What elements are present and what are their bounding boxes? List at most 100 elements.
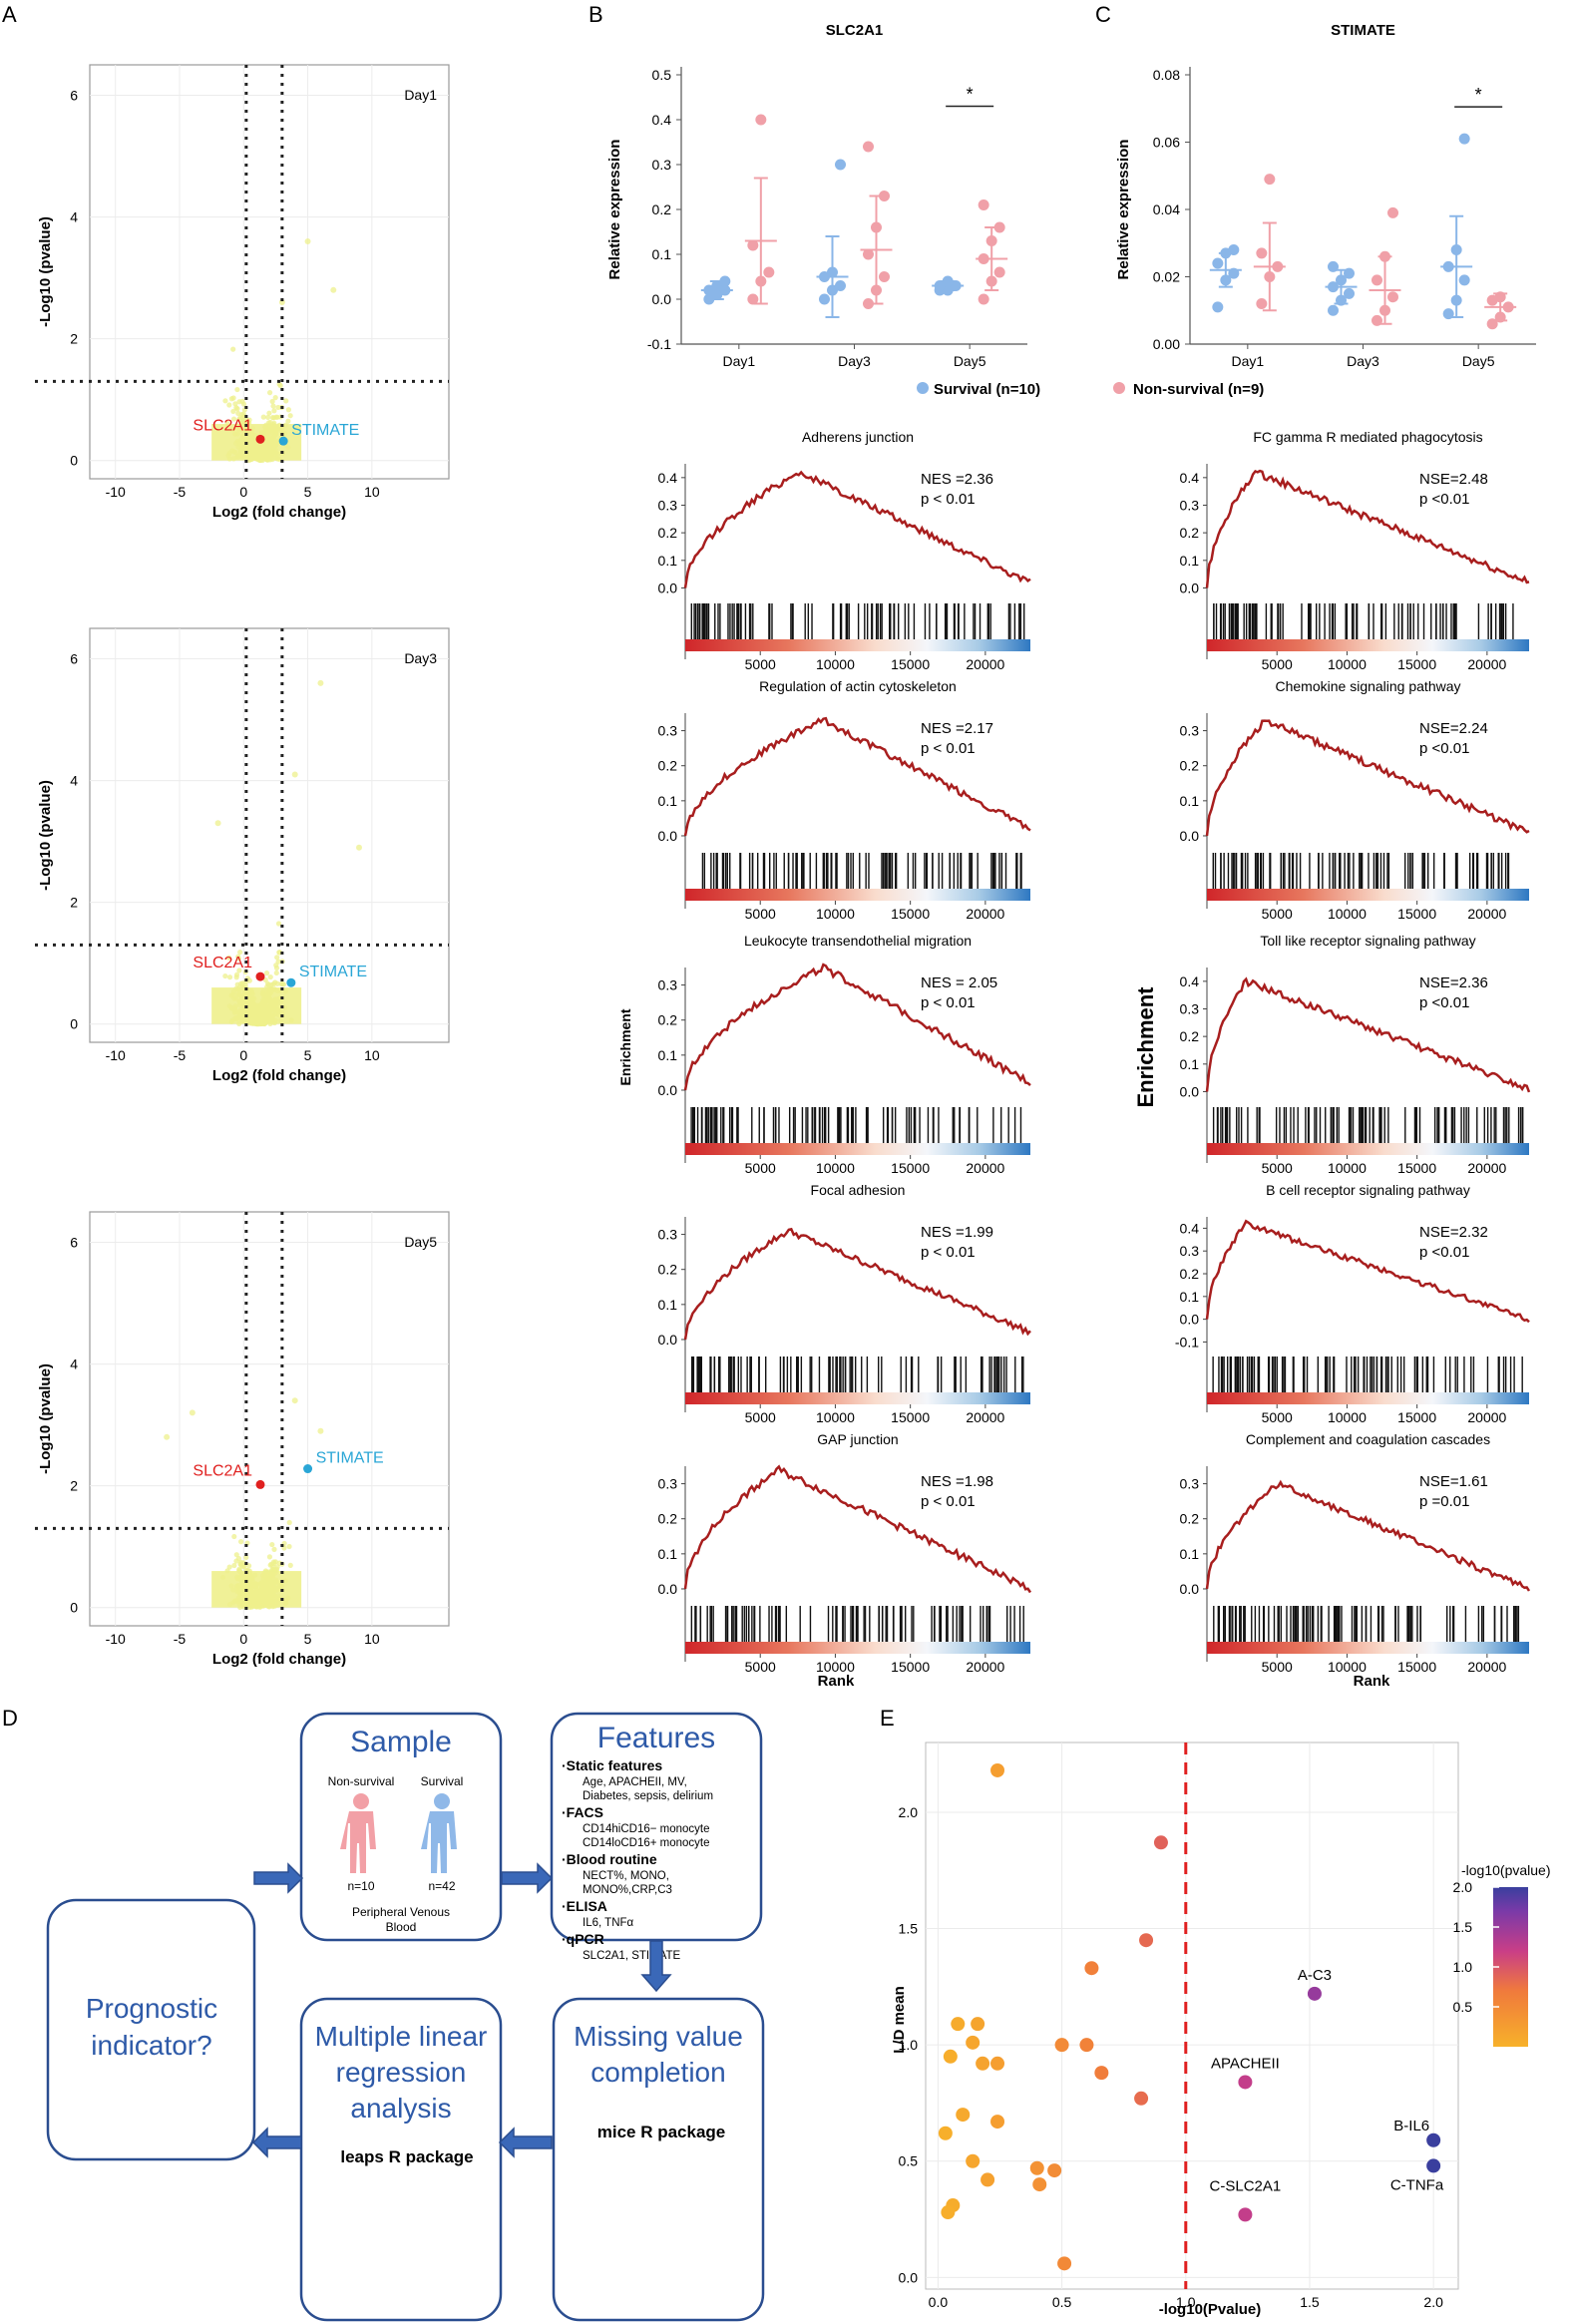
gsea-plot: Chemokine signaling pathway 0.0 0.1 0.2 0.3 N…: [1180, 678, 1530, 922]
expr-title: SLC2A1: [826, 22, 884, 39]
volcano-plot-2: SLC2A1 STIMATE Day3 -10 -5 0 5 10 0 2 4 6 Log2 (fold…: [35, 627, 450, 1084]
volcano-point: [226, 974, 233, 980]
e-point: [1084, 1961, 1099, 1976]
enrichment-curve: [683, 470, 1031, 588]
arrow-to-features: [501, 1862, 554, 1894]
expr-point: [747, 293, 759, 305]
legend-nonsurvival-dot: [1113, 382, 1125, 394]
e-colorbar-tick: 0.5: [1453, 1999, 1473, 2015]
gsea-pvalue: p <0.01: [1419, 994, 1469, 1011]
volcano-point: [280, 981, 287, 987]
expr-point: [871, 221, 882, 233]
gsea-nes: NES =2.17: [921, 720, 993, 737]
gene-hit-marks: [690, 1107, 1022, 1143]
volcano-y-tick: 6: [70, 651, 78, 667]
volcano-point: [242, 981, 248, 988]
expr-y-tick: 0.02: [1153, 269, 1180, 285]
volcano-xlabel: Log2 (fold change): [212, 1651, 346, 1668]
e-point-label: C-TNFa: [1390, 2176, 1444, 2193]
gsea-y-tick: 0.4: [658, 470, 678, 486]
expr-point: [819, 293, 830, 305]
e-colorbar: -log10(pvalue) 0.5 1.0 1.5 2.0: [1453, 1862, 1551, 2047]
slc2a1-label: SLC2A1: [193, 955, 252, 971]
gsea-y-tick: 0.0: [1180, 1581, 1200, 1597]
gsea-pvalue: p =0.01: [1419, 1493, 1469, 1510]
e-point: [943, 2049, 958, 2064]
expr-point: [950, 280, 962, 291]
volcano-point: [222, 398, 228, 404]
volcano-x-tick: 5: [304, 1631, 312, 1647]
gsea-x-tick: 20000: [966, 656, 1004, 672]
volcano-point: [266, 390, 273, 396]
gsea-x-tick: 15000: [891, 906, 930, 922]
enrichment-curve: [1205, 1479, 1531, 1592]
volcano-outlier-point: [330, 286, 337, 293]
expr-point: [934, 280, 946, 291]
feature-line: CD14hiCD16− monocyte: [583, 1823, 710, 1835]
gsea-y-tick: 0.0: [658, 1581, 678, 1597]
expr-point: [985, 235, 997, 246]
volcano-y-tick: 4: [70, 773, 78, 789]
volcano-point: [246, 977, 252, 983]
expr-point: [879, 191, 890, 201]
gsea-x-tick: 10000: [816, 1409, 855, 1425]
e-y-tick: 1.5: [899, 1921, 919, 1937]
volcano-point: [235, 410, 241, 417]
gsea-plot: B cell receptor signaling pathway -0.1 0.0…: [1175, 1182, 1530, 1425]
gsea-pvalue: p < 0.01: [921, 994, 976, 1011]
volcano-panels: SLC2A1 STIMATE Day1 -10 -5 0 5 10 0 2 4 6 Log2 (fold…: [35, 64, 450, 1668]
gsea-y-tick: 0.0: [1180, 1083, 1200, 1099]
expr-y-tick: 0.06: [1153, 135, 1180, 151]
expr-point: [1264, 174, 1276, 186]
volcano-outlier-point: [291, 1397, 298, 1404]
legend-nonsurvival: Non-survival (n=9): [1133, 381, 1264, 398]
e-point-label: APACHEII: [1211, 2055, 1280, 2072]
gsea-y-tick: 0.1: [658, 1297, 678, 1313]
gsea-pvalue: p < 0.01: [921, 491, 976, 508]
gsea-y-tick: 0.2: [1180, 1266, 1200, 1282]
volcano-point: [271, 408, 277, 414]
gsea-x-tick: 5000: [745, 1659, 776, 1675]
expr-point: [1328, 281, 1339, 293]
gsea-plot: Leukocyte transendothelial migration 0.0 0…: [658, 933, 1031, 1176]
volcano-x-tick: 5: [304, 484, 312, 500]
gene-hit-marks: [1212, 853, 1510, 889]
volcano-point: [287, 1562, 293, 1568]
volcano-point: [286, 1519, 292, 1526]
panel-letter-a: A: [2, 2, 17, 27]
volcano-point: [263, 970, 270, 976]
volcano-y-tick: 4: [70, 209, 78, 225]
volcano-ylabel: -Log10 (pvalue): [37, 1363, 54, 1474]
gsea-plot: Adherens junction 0.0 0.1 0.2 0.3 0.4 NES =2.3…: [658, 429, 1031, 672]
rank-heatmap: [685, 639, 1030, 651]
gsea-x-tick: 15000: [891, 1160, 930, 1176]
volcano-point: [266, 1554, 273, 1560]
expr-point: [1336, 294, 1347, 306]
volcano-x-tick: -10: [106, 1047, 126, 1063]
stimate-label: STIMATE: [299, 964, 367, 980]
enrichment-curve: [1205, 976, 1531, 1093]
volcano-point: [230, 346, 236, 352]
gsea-y-tick: 0.1: [658, 1047, 678, 1063]
feature-line: Diabetes, sepsis, delirium: [583, 1790, 713, 1802]
gsea-y-tick: 0.3: [658, 497, 678, 513]
e-colorbar-tick: 1.5: [1453, 1919, 1473, 1935]
feature-line: SLC2A1, STIMATE: [583, 1950, 681, 1962]
e-point: [1057, 2256, 1072, 2271]
gsea-column-b: Adherens junction 0.0 0.1 0.2 0.3 0.4 NES =2.3…: [658, 429, 1032, 1675]
gsea-x-tick: 5000: [745, 906, 776, 922]
enrichment-curve: [683, 963, 1031, 1091]
volcano-point: [237, 950, 243, 956]
gsea-y-tick: 0.4: [1180, 470, 1200, 486]
panel-letter-b: B: [588, 2, 603, 27]
volcano-day-label: Day1: [404, 87, 437, 103]
gsea-x-tick: 20000: [1467, 656, 1506, 672]
feature-group-head: ·Static features: [562, 1757, 662, 1773]
gsea-x-tick: 10000: [1328, 656, 1367, 672]
e-point-label: C-SLC2A1: [1210, 2177, 1282, 2194]
rank-heatmap: [685, 889, 1030, 901]
e-point: [990, 1762, 1005, 1777]
gsea-pvalue: p <0.01: [1419, 1244, 1469, 1261]
volcano-y-tick: 6: [70, 88, 78, 104]
volcano-xlabel: Log2 (fold change): [212, 504, 346, 521]
